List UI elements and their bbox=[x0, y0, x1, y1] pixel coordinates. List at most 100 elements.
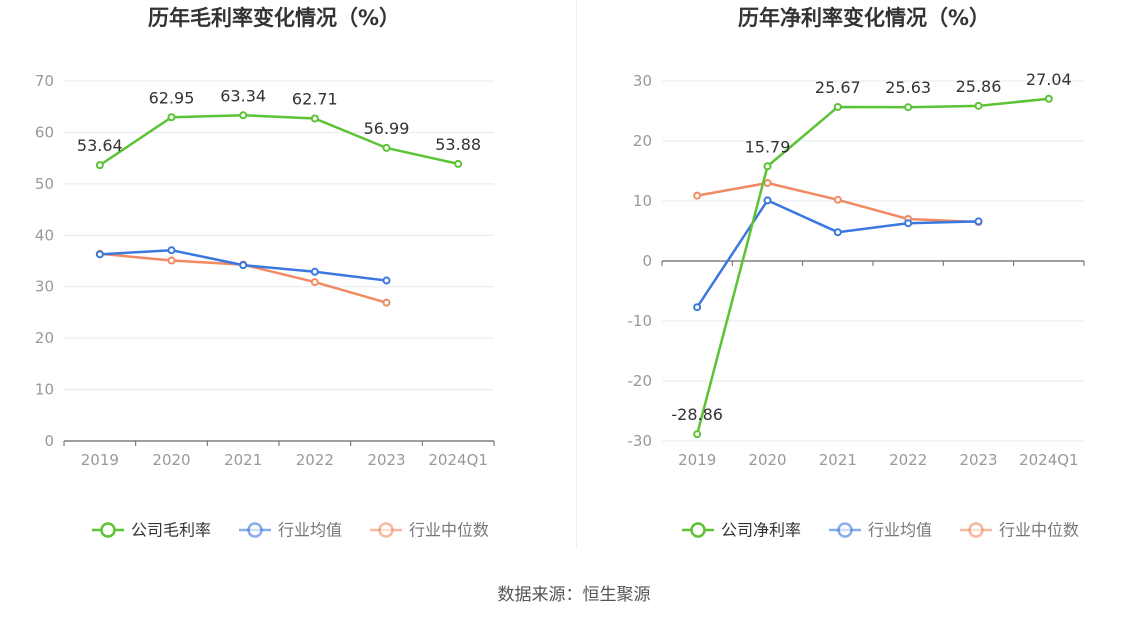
x-tick-label: 2021 bbox=[224, 451, 262, 469]
x-tick-label: 2021 bbox=[819, 451, 857, 469]
data-label: 25.63 bbox=[885, 78, 931, 97]
y-tick-label: 10 bbox=[35, 381, 54, 399]
legend-label: 行业均值 bbox=[278, 521, 342, 540]
chart-2: 历年净利率变化情况（%） -30 -20 -10 0 10 20 30 2019 2020 2021… bbox=[628, 6, 1085, 540]
series-line bbox=[696, 199, 979, 308]
legend-swatch-marker bbox=[690, 522, 706, 538]
data-point[interactable] bbox=[454, 159, 463, 168]
data-point[interactable] bbox=[1044, 94, 1053, 103]
legend-swatch-marker bbox=[247, 522, 263, 538]
data-label: 53.88 bbox=[435, 135, 481, 154]
legend-label: 公司净利率 bbox=[721, 521, 801, 540]
y-tick-label: 70 bbox=[35, 72, 54, 90]
legend-swatch-marker bbox=[378, 522, 394, 538]
y-tick-label: 10 bbox=[633, 192, 652, 210]
legend-label: 行业中位数 bbox=[409, 521, 489, 540]
y-tick-label: 30 bbox=[633, 72, 652, 90]
legend-item[interactable]: 行业中位数 bbox=[960, 521, 1079, 540]
data-point[interactable] bbox=[763, 162, 772, 171]
y-tick-label: 0 bbox=[44, 432, 54, 450]
data-label: 62.71 bbox=[292, 89, 338, 108]
y-tick-label: 30 bbox=[35, 278, 54, 296]
data-point[interactable] bbox=[974, 217, 983, 226]
data-point[interactable] bbox=[763, 179, 772, 187]
data-label: 56.99 bbox=[364, 119, 410, 138]
series-industry_avg bbox=[693, 196, 983, 312]
data-point[interactable] bbox=[833, 102, 842, 111]
x-tick-label: 2024Q1 bbox=[1019, 451, 1079, 469]
y-tick-label: 0 bbox=[642, 252, 652, 270]
data-point[interactable] bbox=[833, 195, 842, 204]
series-line bbox=[99, 114, 459, 167]
legend-swatch-marker bbox=[968, 522, 984, 538]
data-point[interactable] bbox=[167, 256, 176, 265]
data-point[interactable] bbox=[95, 250, 104, 259]
legend-label: 行业均值 bbox=[868, 521, 932, 540]
data-label: 27.04 bbox=[1026, 70, 1072, 89]
x-tick-label: 2020 bbox=[748, 451, 786, 469]
legend-label: 行业中位数 bbox=[999, 521, 1079, 540]
x-tick-label: 2019 bbox=[81, 451, 119, 469]
legend-item[interactable]: 公司净利率 bbox=[682, 521, 801, 540]
data-point[interactable] bbox=[382, 143, 391, 152]
data-label: -28.86 bbox=[671, 405, 723, 424]
y-tick-label: 60 bbox=[35, 123, 54, 141]
y-tick-label: 20 bbox=[35, 329, 54, 347]
legend-item[interactable]: 行业中位数 bbox=[370, 521, 489, 540]
data-point[interactable] bbox=[382, 276, 391, 285]
data-point[interactable] bbox=[833, 228, 842, 237]
y-tick-label: -30 bbox=[628, 432, 653, 450]
data-label: 53.64 bbox=[77, 136, 123, 155]
chart-title: 历年毛利率变化情况（%） bbox=[148, 6, 400, 30]
data-label: 15.79 bbox=[745, 137, 791, 156]
data-point[interactable] bbox=[239, 261, 248, 270]
chart-title: 历年净利率变化情况（%） bbox=[738, 6, 990, 30]
legend-item[interactable]: 行业均值 bbox=[239, 521, 342, 540]
data-point[interactable] bbox=[693, 303, 702, 312]
data-label: 63.34 bbox=[220, 86, 266, 105]
data-label: 25.86 bbox=[956, 77, 1002, 96]
data-point[interactable] bbox=[693, 191, 702, 200]
data-point[interactable] bbox=[310, 114, 319, 123]
x-tick-label: 2020 bbox=[152, 451, 190, 469]
series-line bbox=[695, 97, 1049, 435]
legend-swatch-marker bbox=[100, 522, 116, 538]
data-source-note: 数据来源：恒生聚源 bbox=[497, 585, 651, 605]
x-tick-label: 2022 bbox=[296, 451, 334, 469]
data-point[interactable] bbox=[763, 196, 772, 205]
series-company: -28.86 15.79 25.67 25.63 25.86 27.04 bbox=[671, 70, 1072, 439]
x-tick-label: 2019 bbox=[678, 451, 716, 469]
data-point[interactable] bbox=[904, 219, 913, 228]
data-point[interactable] bbox=[167, 113, 176, 122]
data-label: 62.95 bbox=[149, 88, 195, 107]
y-tick-label: 40 bbox=[35, 226, 54, 244]
legend-swatch-marker bbox=[837, 522, 853, 538]
series-industry_avg bbox=[95, 246, 391, 285]
legend: 公司毛利率 行业均值 行业中位数 bbox=[92, 521, 489, 540]
series-industry_median bbox=[693, 179, 983, 226]
legend-label: 公司毛利率 bbox=[131, 521, 211, 540]
legend-item[interactable]: 行业均值 bbox=[829, 521, 932, 540]
data-point[interactable] bbox=[904, 103, 913, 112]
x-tick-label: 2022 bbox=[889, 451, 927, 469]
data-point[interactable] bbox=[382, 298, 391, 307]
data-point[interactable] bbox=[310, 267, 319, 276]
data-point[interactable] bbox=[974, 101, 983, 110]
data-point[interactable] bbox=[95, 161, 104, 170]
chart-1: 历年毛利率变化情况（%） 0 10 20 30 40 50 60 70 2019 2020 2021 2… bbox=[35, 6, 495, 540]
data-point[interactable] bbox=[310, 278, 319, 287]
legend-item[interactable]: 公司毛利率 bbox=[92, 521, 211, 540]
x-tick-label: 2023 bbox=[959, 451, 997, 469]
y-tick-label: -10 bbox=[628, 312, 653, 330]
data-point[interactable] bbox=[167, 246, 176, 255]
y-tick-label: 50 bbox=[35, 175, 54, 193]
data-point[interactable] bbox=[693, 430, 702, 439]
x-tick-label: 2023 bbox=[367, 451, 405, 469]
data-label: 25.67 bbox=[815, 78, 861, 97]
legend: 公司净利率 行业均值 行业中位数 bbox=[682, 521, 1079, 540]
y-tick-label: -20 bbox=[628, 372, 653, 390]
series-company: 53.64 62.95 63.34 62.71 56.99 53.88 bbox=[77, 86, 481, 170]
data-point[interactable] bbox=[239, 111, 248, 120]
x-tick-label: 2024Q1 bbox=[428, 451, 488, 469]
